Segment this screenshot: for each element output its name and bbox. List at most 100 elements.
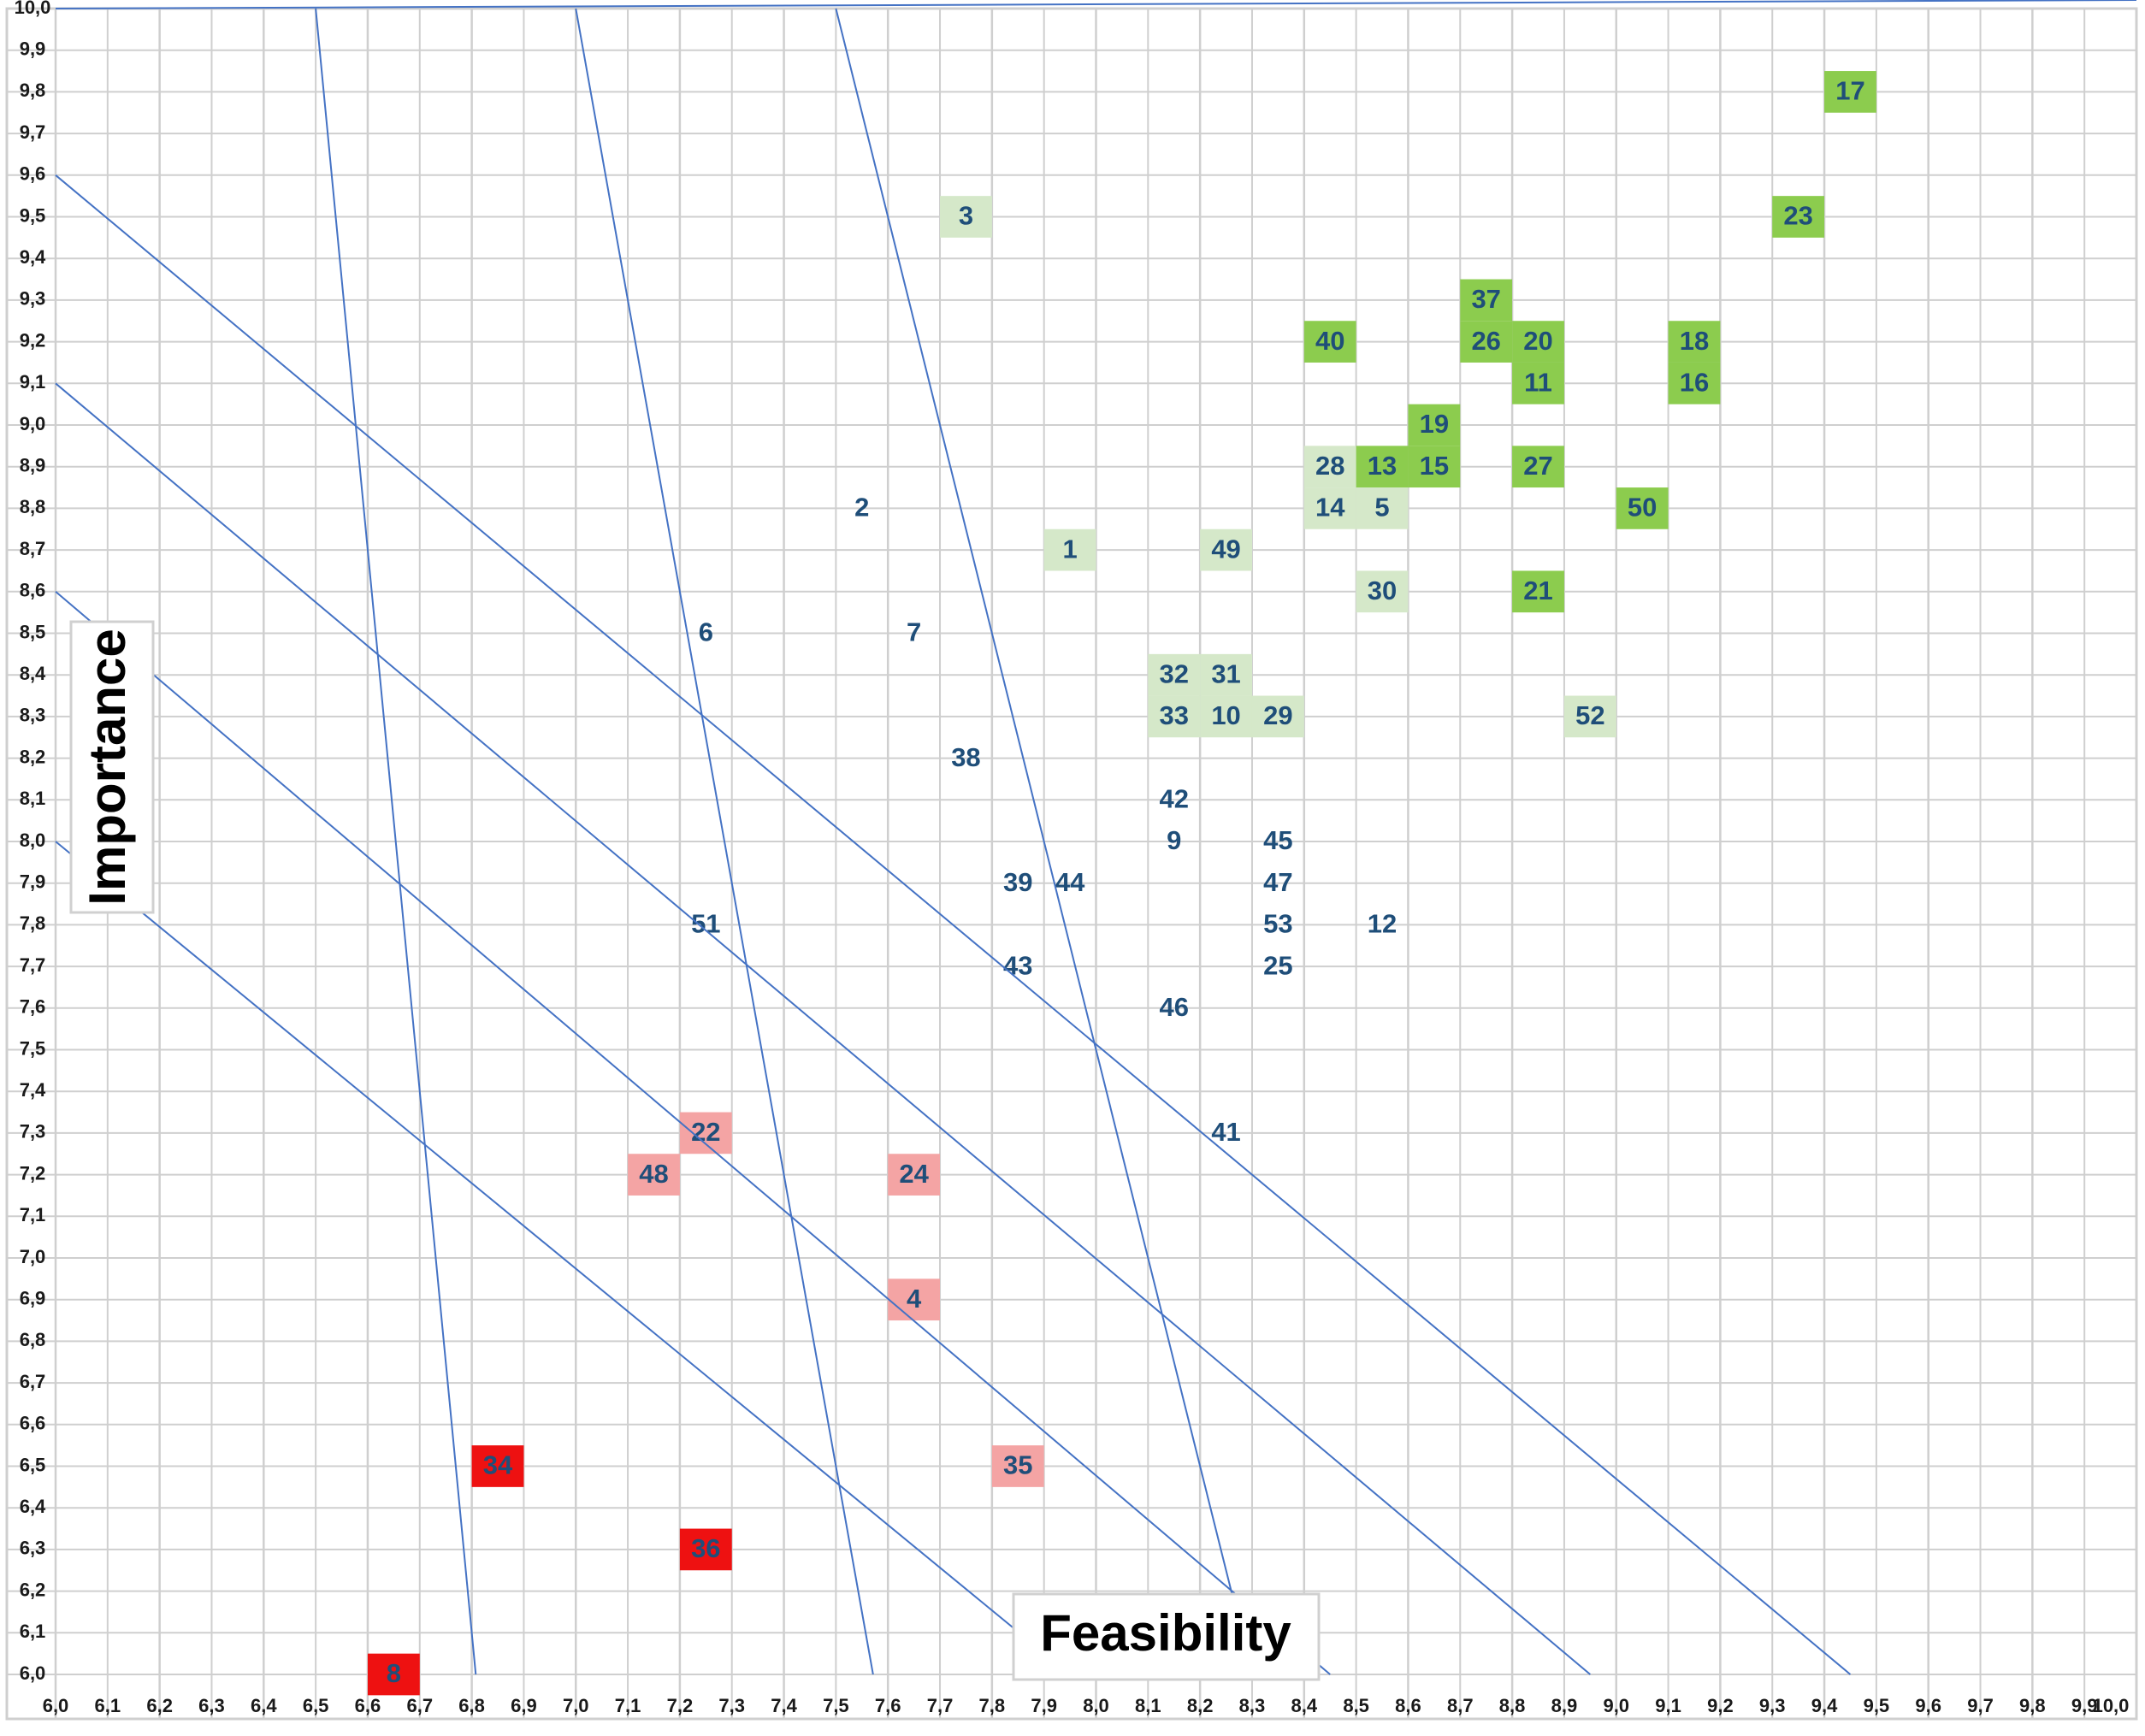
x-tick-label: 9,1 xyxy=(1655,1695,1681,1716)
x-tick-label: 6,0 xyxy=(43,1695,69,1716)
diagonal-lines xyxy=(55,0,2137,1675)
x-axis-title-box xyxy=(1012,1592,1321,1681)
x-tick-label: 6,5 xyxy=(303,1695,329,1716)
y-tick-label: 6,3 xyxy=(20,1538,46,1559)
point-marker xyxy=(1356,570,1409,613)
x-tick-label: 6,8 xyxy=(458,1695,485,1716)
x-tick-label: 9,2 xyxy=(1707,1695,1734,1716)
y-tick-label: 6,9 xyxy=(20,1288,46,1309)
x-tick-label: 6,3 xyxy=(198,1695,225,1716)
point-label: 50 xyxy=(1628,493,1657,523)
y-tick-label: 6,5 xyxy=(20,1454,46,1475)
point-label: 51 xyxy=(691,909,720,939)
y-tick-label: 7,0 xyxy=(20,1246,46,1267)
point-label: 7 xyxy=(907,617,921,647)
point-label: 53 xyxy=(1263,909,1292,939)
y-tick-label: 6,8 xyxy=(20,1329,46,1350)
point-label: 43 xyxy=(1003,950,1032,980)
point-label: 12 xyxy=(1368,909,1397,939)
y-tick-label: 8,6 xyxy=(20,580,46,601)
y-tick-label: 7,9 xyxy=(20,871,46,893)
point-marker xyxy=(1460,321,1513,363)
x-tick-label: 6,2 xyxy=(146,1695,173,1716)
point-label: 19 xyxy=(1420,409,1449,439)
x-tick-label: 9,7 xyxy=(1967,1695,1994,1716)
y-tick-label: 7,7 xyxy=(20,954,46,976)
diagonal-line xyxy=(55,591,1331,1675)
point-marker xyxy=(1200,528,1252,571)
point-label: 30 xyxy=(1368,576,1397,605)
y-tick-label: 6,2 xyxy=(20,1579,46,1600)
point-marker xyxy=(1200,653,1252,696)
point-label: 8 xyxy=(387,1658,401,1688)
point-label: 37 xyxy=(1471,284,1500,314)
point-marker xyxy=(1303,487,1356,529)
x-tick-label: 6,4 xyxy=(251,1695,277,1716)
x-tick-label: 8,4 xyxy=(1291,1695,1318,1716)
grid xyxy=(5,7,2138,1721)
y-axis-title-box xyxy=(69,620,155,914)
point-marker xyxy=(1148,695,1201,738)
y-tick-label: 9,2 xyxy=(20,329,46,351)
point-label: 42 xyxy=(1159,783,1188,813)
point-label: 22 xyxy=(691,1117,720,1147)
point-marker xyxy=(888,1154,941,1196)
point-label: 26 xyxy=(1471,326,1500,356)
x-tick-label: 7,5 xyxy=(823,1695,849,1716)
x-tick-label: 7,9 xyxy=(1031,1695,1057,1716)
point-label: 45 xyxy=(1263,825,1292,855)
diagonal-line xyxy=(315,8,477,1675)
point-label: 11 xyxy=(1524,367,1552,397)
diagonal-line xyxy=(575,8,874,1675)
point-label: 36 xyxy=(691,1533,720,1563)
x-tick-label: 8,8 xyxy=(1499,1695,1526,1716)
point-marker xyxy=(1303,446,1356,488)
point-marker xyxy=(1512,570,1564,613)
x-tick-label: 8,3 xyxy=(1239,1695,1266,1716)
point-label: 29 xyxy=(1263,700,1292,730)
point-label: 9 xyxy=(1167,825,1181,855)
x-tick-label: 6,6 xyxy=(355,1695,381,1716)
point-label: 15 xyxy=(1420,451,1449,481)
x-tick-label: 9,3 xyxy=(1759,1695,1786,1716)
y-tick-label: 8,8 xyxy=(20,496,46,517)
point-label: 48 xyxy=(639,1159,668,1189)
point-label: 41 xyxy=(1211,1117,1240,1147)
point-label: 24 xyxy=(899,1159,929,1189)
point-marker xyxy=(1512,362,1564,404)
point-marker xyxy=(1460,279,1513,322)
point-label: 2 xyxy=(854,493,869,523)
diagonal-line xyxy=(55,174,1852,1675)
x-axis-ticks: 6,0 6,1 6,2 6,3 6,4 6,5 6,6 6,7 6,8 6,9 7,0 7,1 7,2 7… xyxy=(43,1695,2130,1716)
point-marker xyxy=(1668,321,1721,363)
point-label: 4 xyxy=(907,1284,922,1314)
x-tick-label: 7,6 xyxy=(875,1695,901,1716)
point-label: 16 xyxy=(1680,367,1709,397)
x-tick-label: 6,1 xyxy=(95,1695,121,1716)
point-marker xyxy=(367,1653,420,1696)
point-label: 32 xyxy=(1159,658,1188,688)
diagonal-line xyxy=(55,841,1071,1675)
point-label: 3 xyxy=(959,201,973,231)
point-marker xyxy=(1043,528,1096,571)
point-marker xyxy=(1303,321,1356,363)
point-marker xyxy=(1668,362,1721,404)
y-tick-label: 7,3 xyxy=(20,1121,46,1143)
y-tick-label: 8,1 xyxy=(20,788,46,809)
y-tick-label: 8,7 xyxy=(20,538,46,559)
x-tick-label: 7,7 xyxy=(927,1695,954,1716)
point-label: 27 xyxy=(1523,451,1552,481)
y-tick-label: 7,6 xyxy=(20,996,46,1018)
point-marker xyxy=(1200,695,1252,738)
y-tick-label: 8,3 xyxy=(20,705,46,726)
point-marker xyxy=(1356,446,1409,488)
point-label: 38 xyxy=(951,742,980,772)
x-tick-label: 9,0 xyxy=(1603,1695,1629,1716)
x-tick-label: 8,2 xyxy=(1187,1695,1214,1716)
point-marker xyxy=(1148,653,1201,696)
y-axis-title: Importance xyxy=(79,629,136,905)
y-tick-label: 8,4 xyxy=(20,663,46,684)
x-tick-label: 8,0 xyxy=(1083,1695,1109,1716)
y-tick-label: 9,6 xyxy=(20,163,46,185)
y-tick-label: 9,0 xyxy=(20,413,46,434)
